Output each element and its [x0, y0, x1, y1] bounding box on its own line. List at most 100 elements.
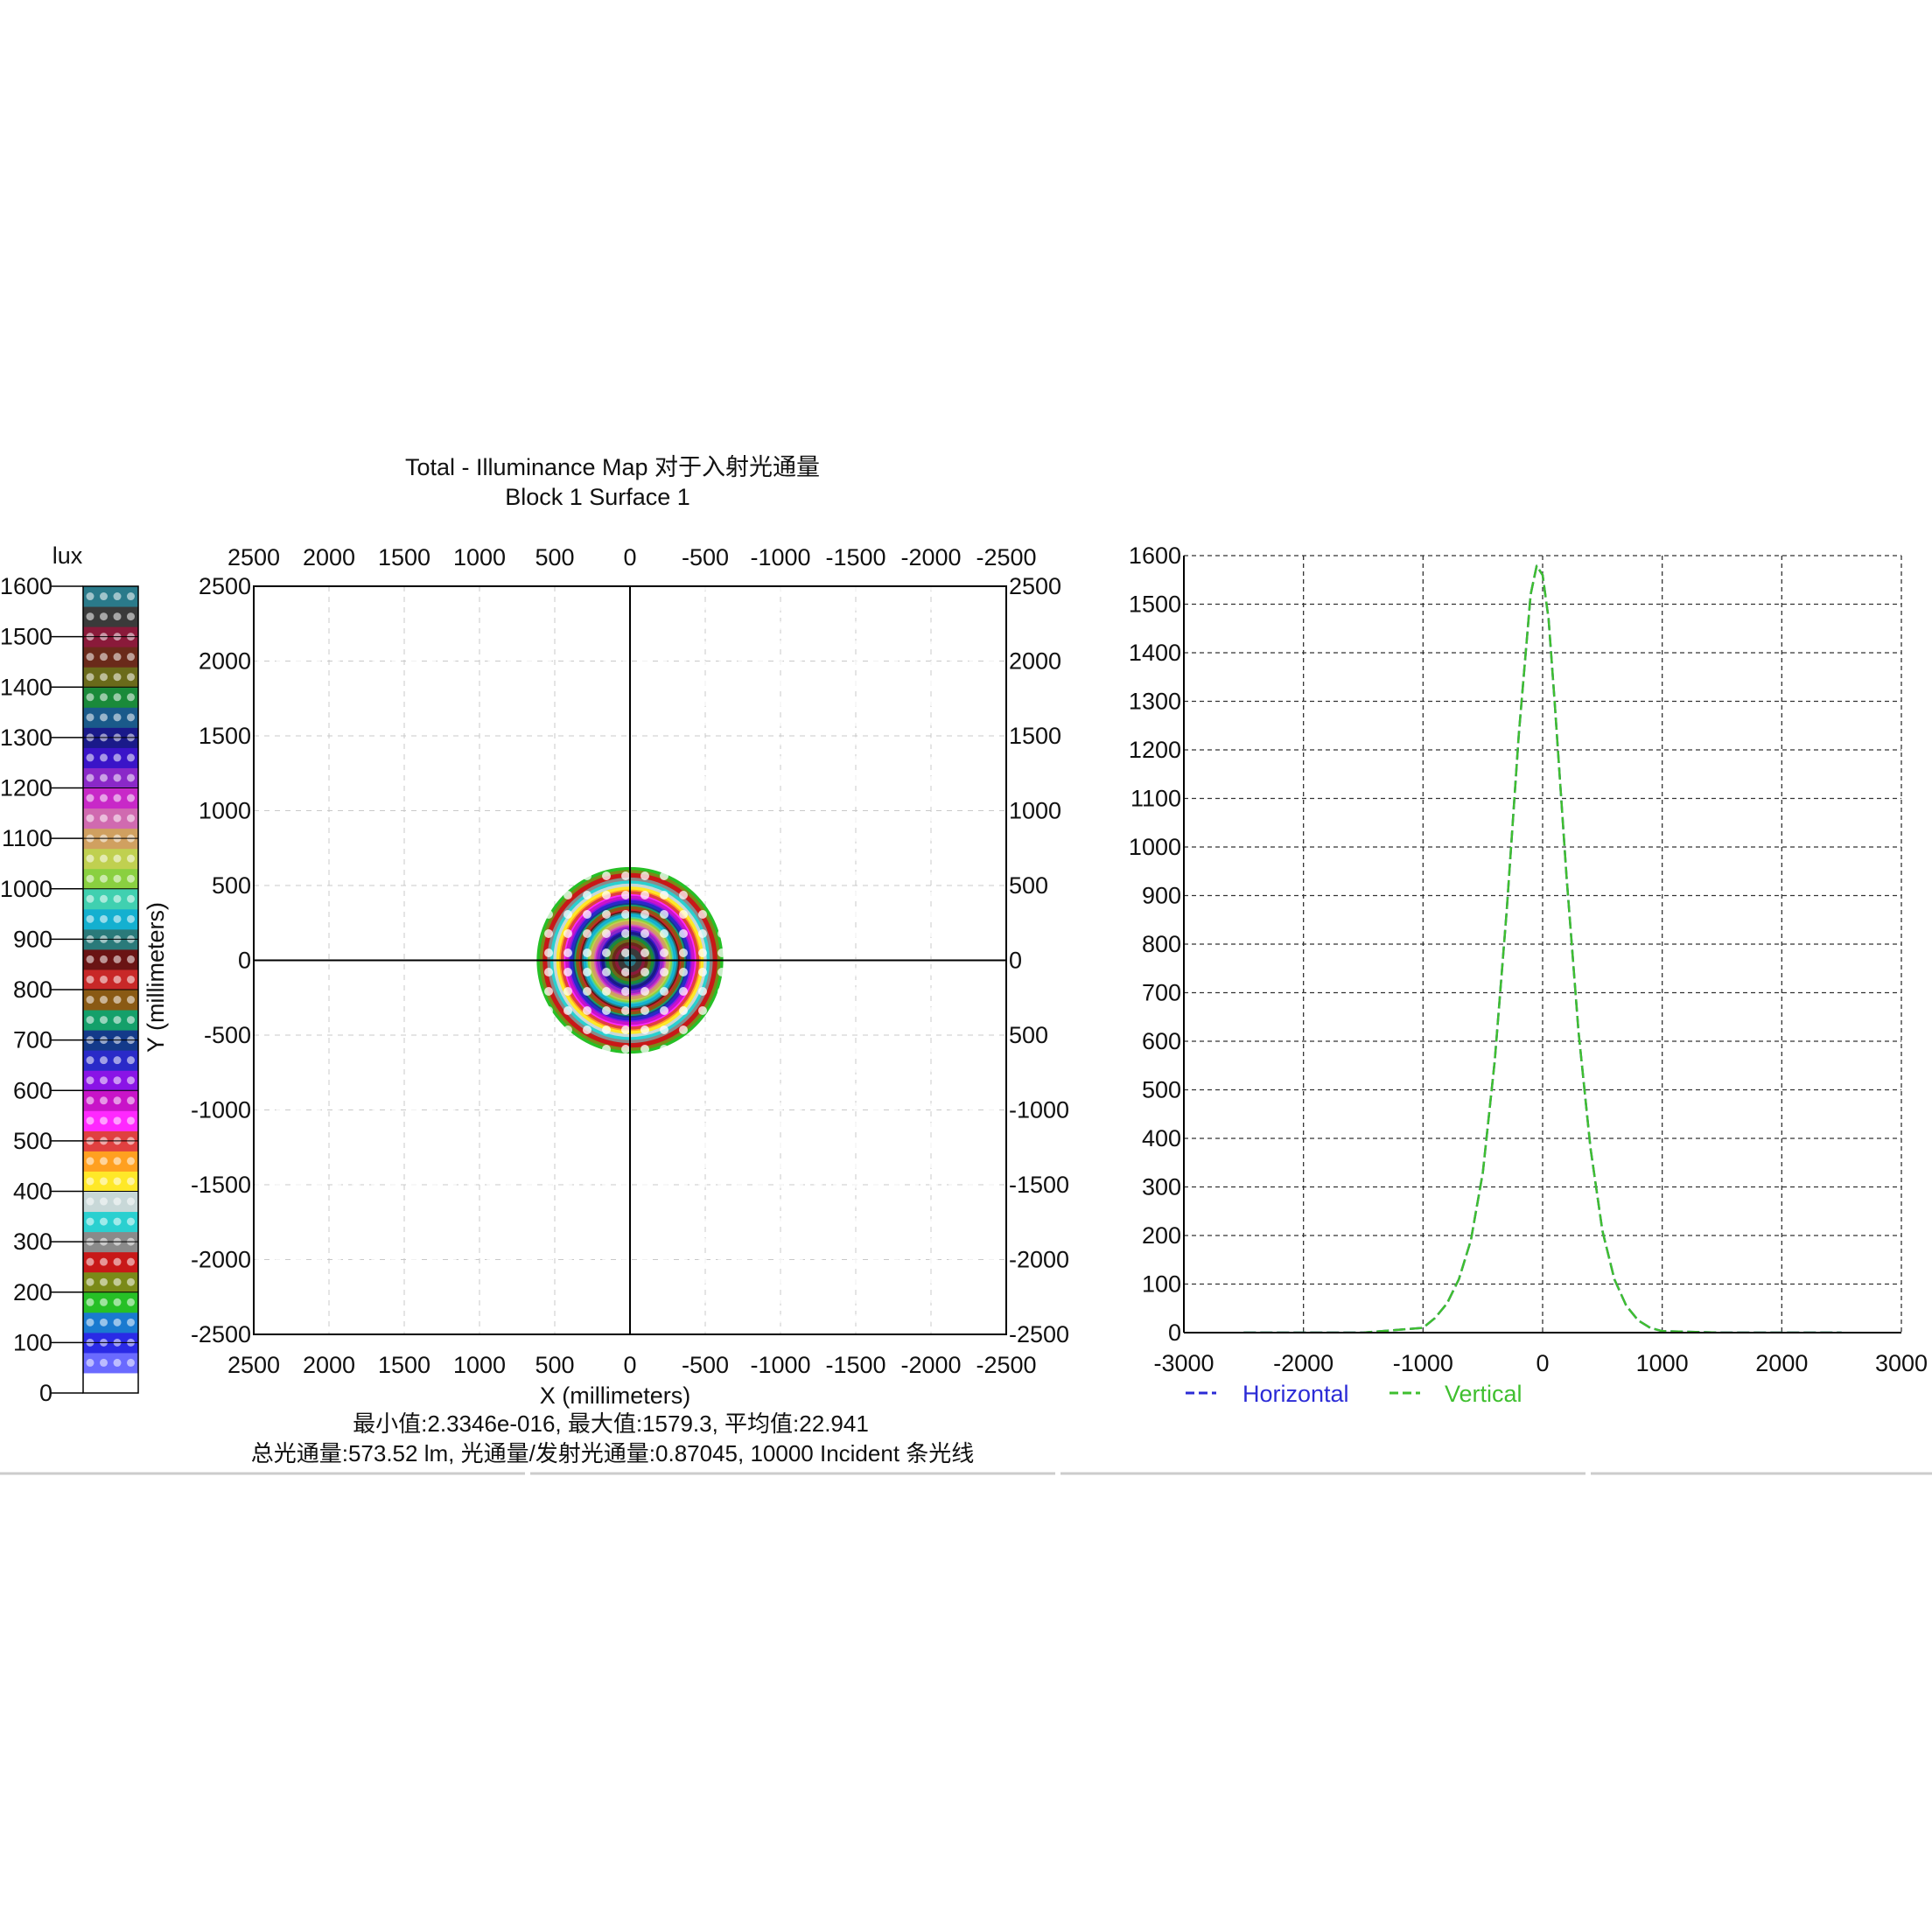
heatmap-bottom-tick-label: -500 [682, 1352, 729, 1378]
colorbar-dot [86, 1177, 94, 1186]
colorbar-dot [127, 1217, 135, 1226]
colorbar-dot [86, 1197, 94, 1206]
colorbar-dot [113, 996, 122, 1004]
colorbar-dot [86, 975, 94, 984]
heatmap-left-tick-label: 500 [212, 872, 251, 899]
heatmap-left-tick-label: 1000 [199, 798, 251, 824]
colorbar-band [83, 788, 138, 809]
colorbar-dot [127, 1177, 135, 1186]
line-series-vertical [1243, 564, 1842, 1333]
colorbar-tick-label: 900 [13, 926, 52, 952]
heatmap-right-tick-label: 2500 [1009, 573, 1061, 599]
heatmap-top-tick-label: -1500 [825, 544, 886, 570]
colorbar-dot [86, 1217, 94, 1226]
heatmap-right-tick-label: 500 [1009, 872, 1048, 899]
colorbar-tick-label: 1300 [0, 724, 52, 751]
colorbar-dot [127, 1016, 135, 1025]
colorbar-dot [113, 874, 122, 883]
colorbar-dot [100, 1358, 108, 1367]
heatmap-right-tick-label: -1500 [1009, 1172, 1069, 1198]
colorbar-dot [100, 1157, 108, 1166]
colorbar-band [83, 990, 138, 1011]
colorbar-dot [100, 1257, 108, 1266]
colorbar-band [83, 1191, 138, 1213]
colorbar-dot [127, 693, 135, 702]
colorbar-tick-label: 300 [13, 1228, 52, 1255]
heatmap-top-tick-label: 2000 [303, 544, 355, 570]
colorbar [82, 585, 139, 1394]
colorbar-dot [100, 814, 108, 822]
heatmap-top-tick-label: -500 [682, 544, 729, 570]
colorbar-tick-label: 0 [39, 1380, 52, 1406]
colorbar-dot [127, 1096, 135, 1105]
colorbar-dot [127, 612, 135, 621]
colorbar-dot [86, 1318, 94, 1326]
colorbar-dot [113, 592, 122, 601]
heatmap-left-tick-label: 2500 [199, 573, 251, 599]
heatmap-bottom-tick-label: 1000 [453, 1352, 506, 1378]
line-y-tick-label: 800 [1142, 931, 1181, 957]
colorbar-dot [100, 996, 108, 1004]
colorbar-tick-label: 600 [13, 1077, 52, 1103]
colorbar-dot [86, 874, 94, 883]
colorbar-dot [113, 653, 122, 662]
colorbar-dot [113, 612, 122, 621]
colorbar-dot [113, 774, 122, 782]
colorbar-dot [100, 653, 108, 662]
colorbar-dot [113, 814, 122, 822]
colorbar-dot [100, 713, 108, 722]
heatmap-bottom-tick-label: 0 [623, 1352, 636, 1378]
colorbar-tick-label: 100 [13, 1329, 52, 1355]
heatmap-bottom-tick-label: 2500 [228, 1352, 280, 1378]
colorbar-dot [86, 1016, 94, 1025]
colorbar-band [83, 1151, 138, 1172]
colorbar-dot [100, 975, 108, 984]
colorbar-dot [86, 612, 94, 621]
colorbar-tick-label: 700 [13, 1027, 52, 1054]
chart-subtitle: Block 1 Surface 1 [505, 484, 690, 510]
colorbar-band [83, 586, 138, 607]
heatmap-bottom-tick-label: -1500 [825, 1352, 886, 1378]
heatmap-right-tick-label: 1500 [1009, 723, 1061, 749]
colorbar-dot [127, 975, 135, 984]
colorbar-tick-label: 1500 [0, 624, 52, 650]
line-ticks: 1600150014001300120011001000900800700600… [1129, 542, 1928, 1376]
colorbar-ticks: 1600150014001300120011001000900800700600… [0, 573, 138, 1406]
colorbar-tick-label: 1600 [0, 573, 52, 599]
colorbar-dot [127, 592, 135, 601]
colorbar-band [83, 969, 138, 990]
colorbar-tick-label: 1400 [0, 674, 52, 700]
colorbar-dot [127, 713, 135, 722]
colorbar-dot [86, 1298, 94, 1306]
colorbar-dot [86, 794, 94, 802]
line-x-tick-label: 2000 [1755, 1350, 1808, 1376]
line-y-tick-label: 1600 [1129, 542, 1181, 569]
colorbar-dot [127, 814, 135, 822]
heatmap-right-tick-label: 0 [1009, 948, 1022, 974]
colorbar-dot [86, 693, 94, 702]
colorbar-band [83, 888, 138, 910]
colorbar-band [83, 868, 138, 890]
heatmap-crosshair [254, 586, 1006, 1334]
colorbar-dot [113, 854, 122, 863]
colorbar-band [83, 1070, 138, 1091]
line-x-tick-label: -1000 [1393, 1350, 1453, 1376]
line-y-tick-label: 900 [1142, 883, 1181, 909]
colorbar-dot [100, 894, 108, 903]
heatmap-left-tick-label: 0 [238, 948, 251, 974]
colorbar-dot [113, 1056, 122, 1065]
colorbar-dot [127, 774, 135, 782]
colorbar-dot [86, 713, 94, 722]
colorbar-dot [100, 1016, 108, 1025]
heatmap-bottom-tick-label: 2000 [303, 1352, 355, 1378]
colorbar-dot [86, 914, 94, 923]
colorbar-dot [113, 1217, 122, 1226]
colorbar-dot [127, 1318, 135, 1326]
colorbar-dot [113, 1318, 122, 1326]
colorbar-tick-label: 1200 [0, 775, 52, 802]
heatmap-top-tick-label: -2000 [900, 544, 961, 570]
heatmap-bottom-tick-label: -2000 [900, 1352, 961, 1378]
heatmap-left-tick-label: 1500 [199, 723, 251, 749]
colorbar-band [83, 1271, 138, 1293]
colorbar-dot [113, 1278, 122, 1286]
